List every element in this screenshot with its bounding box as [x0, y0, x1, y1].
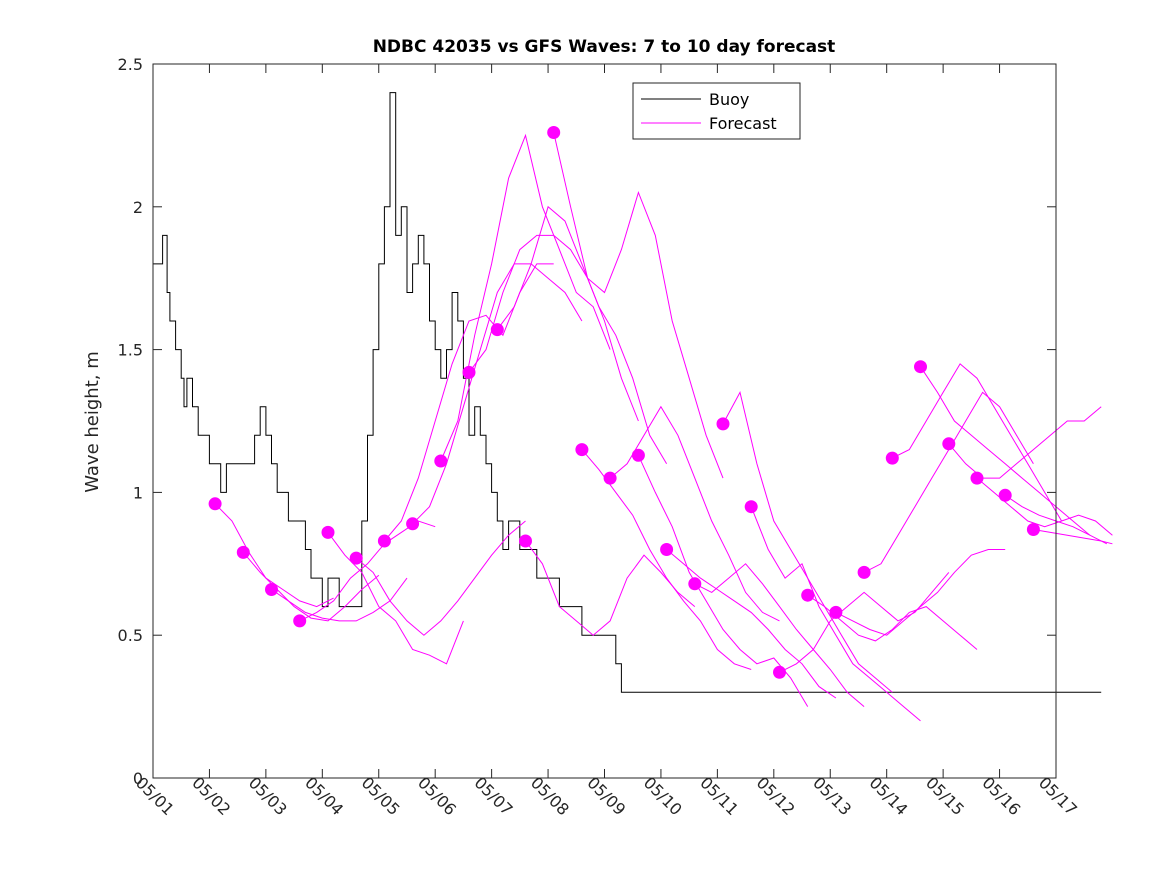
forecast-marker	[575, 443, 589, 457]
forecast-marker	[293, 614, 307, 628]
series-line-forecast-12	[525, 540, 696, 636]
series-line-forecast-21	[779, 572, 950, 673]
series-line-buoy	[153, 92, 1102, 693]
forecast-marker	[434, 454, 448, 468]
y-tick-label: 2	[133, 198, 143, 217]
y-axis-ticks: 0 0.5 1 1.5 2 2.5	[118, 55, 1056, 788]
y-tick-label: 1.5	[118, 341, 143, 360]
series-line-forecast-27	[948, 406, 1102, 479]
series-line-forecast-3	[271, 577, 408, 622]
forecast-marker	[744, 500, 758, 514]
forecast-marker	[801, 588, 815, 602]
forecast-marker	[236, 545, 250, 559]
forecast-marker	[829, 605, 843, 619]
forecast-marker	[942, 437, 956, 451]
forecast-marker	[716, 417, 730, 431]
forecast-marker	[688, 577, 702, 591]
forecast-marker	[998, 488, 1012, 502]
forecast-marker	[885, 451, 899, 465]
series-line-forecast-23	[835, 549, 1006, 636]
plot-area: 05/01 05/02 05/03 05/04 05/05 05/06 05/07 05/08…	[118, 55, 1113, 819]
forecast-marker	[321, 525, 335, 539]
y-axis-label: Wave height, m	[82, 351, 103, 492]
forecast-marker	[660, 543, 674, 556]
series-line-forecast-15	[609, 405, 780, 622]
forecast-marker	[603, 471, 617, 485]
forecast-marker	[857, 565, 871, 579]
series-line-forecast-26	[920, 366, 1091, 536]
series-line-forecast-6	[355, 520, 526, 636]
forecast-marker	[547, 126, 561, 139]
series-line-forecast-25	[892, 363, 1063, 522]
series-line-forecast-8	[412, 263, 583, 525]
forecast-marker	[462, 365, 476, 379]
y-tick-label: 2.5	[118, 55, 143, 74]
forecast-marker	[406, 517, 420, 531]
series-line-forecast-17	[666, 549, 837, 699]
legend-label-buoy: Buoy	[709, 90, 749, 109]
y-tick-label: 0	[133, 769, 143, 788]
marker-layer	[208, 126, 1040, 679]
forecast-marker	[490, 323, 504, 337]
series-line-forecast-9	[440, 133, 611, 462]
forecast-marker	[631, 448, 645, 462]
series-line-forecast-16	[637, 455, 809, 707]
series-line-forecast-30	[1033, 529, 1113, 545]
forecast-marker	[970, 471, 984, 485]
legend-label-forecast: Forecast	[709, 114, 777, 133]
series-line-forecast-7	[384, 263, 554, 542]
forecast-marker	[519, 534, 532, 548]
series-layer	[153, 92, 1113, 722]
legend-box	[632, 82, 801, 140]
chart-title: NDBC 42035 vs GFS Waves: 7 to 10 day for…	[373, 37, 836, 57]
y-tick-label: 0.5	[118, 626, 143, 645]
forecast-marker	[208, 497, 222, 511]
y-tick-label: 1	[133, 483, 143, 502]
series-line-forecast-11	[496, 205, 668, 465]
series-line-forecast-2	[242, 552, 380, 622]
series-line-forecast-18	[694, 563, 865, 707]
forecast-marker	[914, 360, 927, 374]
series-line-forecast-13	[553, 132, 724, 479]
series-line-forecast-14	[581, 449, 752, 670]
forecast-marker	[377, 534, 391, 548]
plot-background	[153, 64, 1056, 778]
forecast-marker	[265, 583, 278, 596]
forecast-marker	[773, 665, 786, 679]
forecast-marker	[349, 551, 363, 565]
series-line-forecast-10	[468, 234, 639, 422]
legend: Buoy Forecast	[632, 82, 801, 140]
forecast-marker	[1026, 523, 1040, 536]
series-line-forecast-20	[750, 506, 921, 722]
